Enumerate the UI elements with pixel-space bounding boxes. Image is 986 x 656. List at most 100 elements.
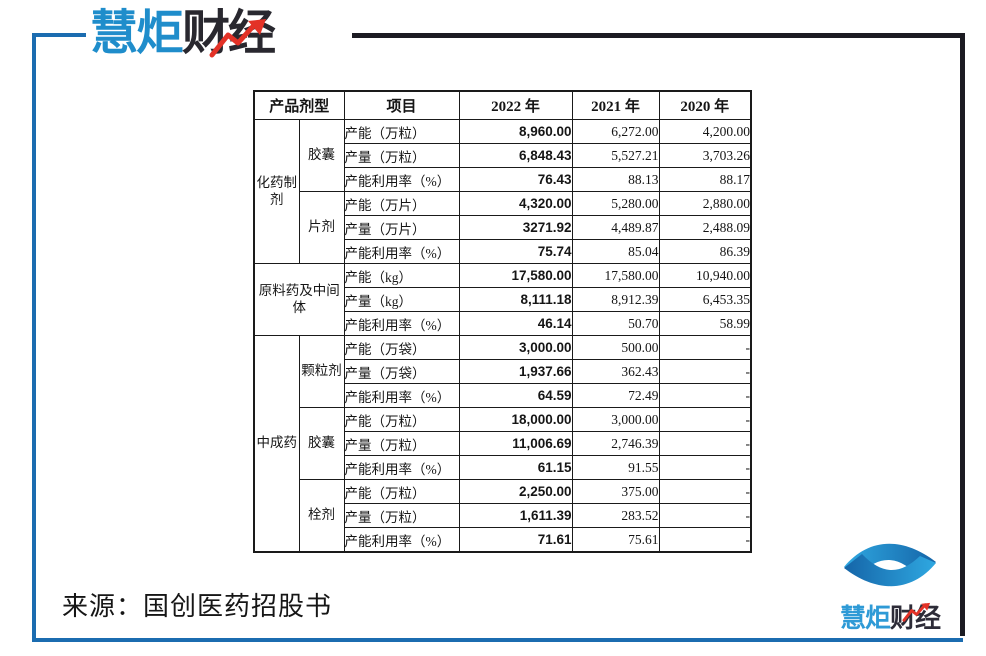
brand-logo-bottom-text: 慧炬财经 [839, 598, 941, 635]
value-2021-cell: 75.61 [571, 527, 660, 553]
value-2021-cell: 8,912.39 [571, 287, 660, 312]
item-cell: 产量（万粒） [343, 431, 460, 456]
frame-right-dark [960, 33, 965, 636]
value-2022-cell: 8,960.00 [458, 119, 573, 144]
value-2020-cell: 2,488.09 [658, 215, 752, 240]
value-2022-cell: 76.43 [458, 167, 573, 192]
item-cell: 产量（万袋） [343, 359, 460, 384]
value-2022-cell: 8,111.18 [458, 287, 573, 312]
table-row: 产能利用率（%） 71.61 75.61- [254, 527, 752, 553]
value-2022-cell: 61.15 [458, 455, 573, 480]
value-2020-cell: - [658, 335, 752, 360]
value-2020-cell: 6,453.35 [658, 287, 752, 312]
item-cell: 产能利用率（%） [343, 239, 460, 264]
frame-left-blue [32, 33, 36, 642]
value-2020-cell: - [658, 527, 752, 553]
value-2020-cell: - [658, 503, 752, 528]
value-2022-cell: 11,006.69 [458, 431, 573, 456]
value-2022-cell: 3271.92 [458, 215, 573, 240]
table-row: 栓剂 产能（万粒） 2,250.00 375.00- [254, 479, 752, 553]
item-cell: 产量（万粒） [343, 143, 460, 168]
brand-name-dark-small: 财经 [890, 603, 941, 633]
header-2020: 2020 年 [658, 90, 752, 120]
value-2020-cell: 10,940.00 [658, 263, 752, 288]
header-2021: 2021 年 [571, 90, 660, 120]
frame-top-left-blue [32, 33, 86, 37]
capacity-table-body: 化药制剂 胶囊 产能（万粒） 8,960.00 6,272.00 4,200.00 产量（万… [253, 119, 752, 553]
category-cell: 化药制剂 [253, 119, 300, 264]
value-2021-cell: 500.00 [571, 335, 660, 360]
item-cell: 产能利用率（%） [343, 527, 460, 553]
value-2021-cell: 4,489.87 [571, 215, 660, 240]
item-cell: 产能利用率（%） [343, 383, 460, 408]
value-2021-cell: 6,272.00 [571, 119, 660, 144]
item-cell: 产能利用率（%） [343, 167, 460, 192]
value-2020-cell: 4,200.00 [658, 119, 752, 144]
brand-logo-bottom: 慧炬财经 [824, 534, 956, 635]
table-row: 产能利用率（%） 64.59 72.49- [254, 383, 752, 408]
header-item: 项目 [343, 90, 460, 120]
item-cell: 产能（kg） [343, 263, 460, 288]
value-2021-cell: 91.55 [571, 455, 660, 480]
value-2022-cell: 4,320.00 [458, 191, 573, 216]
value-2022-cell: 71.61 [458, 527, 573, 553]
table-row: 产能利用率（%） 75.74 85.04 86.39 [254, 239, 752, 264]
capacity-table-container: 产品剂型 项目 2022 年 2021 年 2020 年 化药制剂 胶囊 产能（万粒… [253, 90, 753, 553]
value-2021-cell: 2,746.39 [571, 431, 660, 456]
brand-logo-top: 慧炬财经 [90, 5, 276, 63]
subtype-cell: 胶囊 [298, 119, 345, 192]
value-2021-cell: 362.43 [571, 359, 660, 384]
value-2022-cell: 2,250.00 [458, 479, 573, 504]
value-2020-cell: - [658, 359, 752, 384]
item-cell: 产能（万粒） [343, 407, 460, 432]
table-row: 产能利用率（%） 76.43 88.13 88.17 [254, 167, 752, 192]
item-cell: 产量（万粒） [343, 503, 460, 528]
value-2022-cell: 64.59 [458, 383, 573, 408]
category-cell: 中成药 [253, 335, 300, 553]
value-2022-cell: 3,000.00 [458, 335, 573, 360]
value-2021-cell: 85.04 [571, 239, 660, 264]
value-2021-cell: 50.70 [571, 311, 660, 336]
table-row: 产能利用率（%） 61.15 91.55- [254, 455, 752, 480]
subtype-cell: 颗粒剂 [298, 335, 345, 408]
table-row: 产量（万粒） 11,006.69 2,746.39- [254, 431, 752, 456]
category-cell: 原料药及中间体 [253, 263, 345, 336]
item-cell: 产能（万袋） [343, 335, 460, 360]
table-row: 化药制剂 胶囊 产能（万粒） 8,960.00 6,272.00 4,200.00 [253, 119, 752, 264]
item-cell: 产量（kg） [343, 287, 460, 312]
subtype-cell: 胶囊 [298, 407, 345, 480]
value-2021-cell: 3,000.00 [571, 407, 660, 432]
table-row: 中成药 颗粒剂 产能（万袋） 3,000.00 500.00- [253, 335, 752, 553]
brand-name-blue-small: 慧炬 [839, 603, 891, 633]
value-2020-cell: - [658, 407, 752, 432]
value-2022-cell: 17,580.00 [458, 263, 573, 288]
value-2020-cell: 58.99 [658, 311, 752, 336]
item-cell: 产能（万粒） [343, 479, 460, 504]
value-2021-cell: 283.52 [571, 503, 660, 528]
value-2022-cell: 1,611.39 [458, 503, 573, 528]
brand-mark-icon [844, 543, 936, 587]
brand-name-blue: 慧炬 [90, 7, 184, 60]
header-2022: 2022 年 [458, 90, 573, 120]
item-cell: 产能利用率（%） [343, 455, 460, 480]
value-2022-cell: 1,937.66 [458, 359, 573, 384]
source-note: 来源：国创医药招股书 [62, 591, 333, 621]
value-2020-cell: - [658, 431, 752, 456]
value-2020-cell: 3,703.26 [658, 143, 752, 168]
value-2020-cell: - [658, 479, 752, 504]
value-2022-cell: 75.74 [458, 239, 573, 264]
item-cell: 产能利用率（%） [343, 311, 460, 336]
item-cell: 产量（万片） [343, 215, 460, 240]
value-2020-cell: 88.17 [658, 167, 752, 192]
table-row: 产量（万粒） 1,611.39 283.52- [254, 503, 752, 528]
value-2021-cell: 17,580.00 [571, 263, 660, 288]
value-2021-cell: 72.49 [571, 383, 660, 408]
value-2021-cell: 88.13 [571, 167, 660, 192]
table-row: 产量（万粒） 6,848.43 5,527.21 3,703.26 [254, 143, 752, 168]
frame-top-dark [352, 33, 965, 38]
brand-name-dark: 财经 [182, 7, 276, 60]
value-2020-cell: - [658, 383, 752, 408]
value-2020-cell: 2,880.00 [658, 191, 752, 216]
value-2022-cell: 46.14 [458, 311, 573, 336]
value-2022-cell: 6,848.43 [458, 143, 573, 168]
